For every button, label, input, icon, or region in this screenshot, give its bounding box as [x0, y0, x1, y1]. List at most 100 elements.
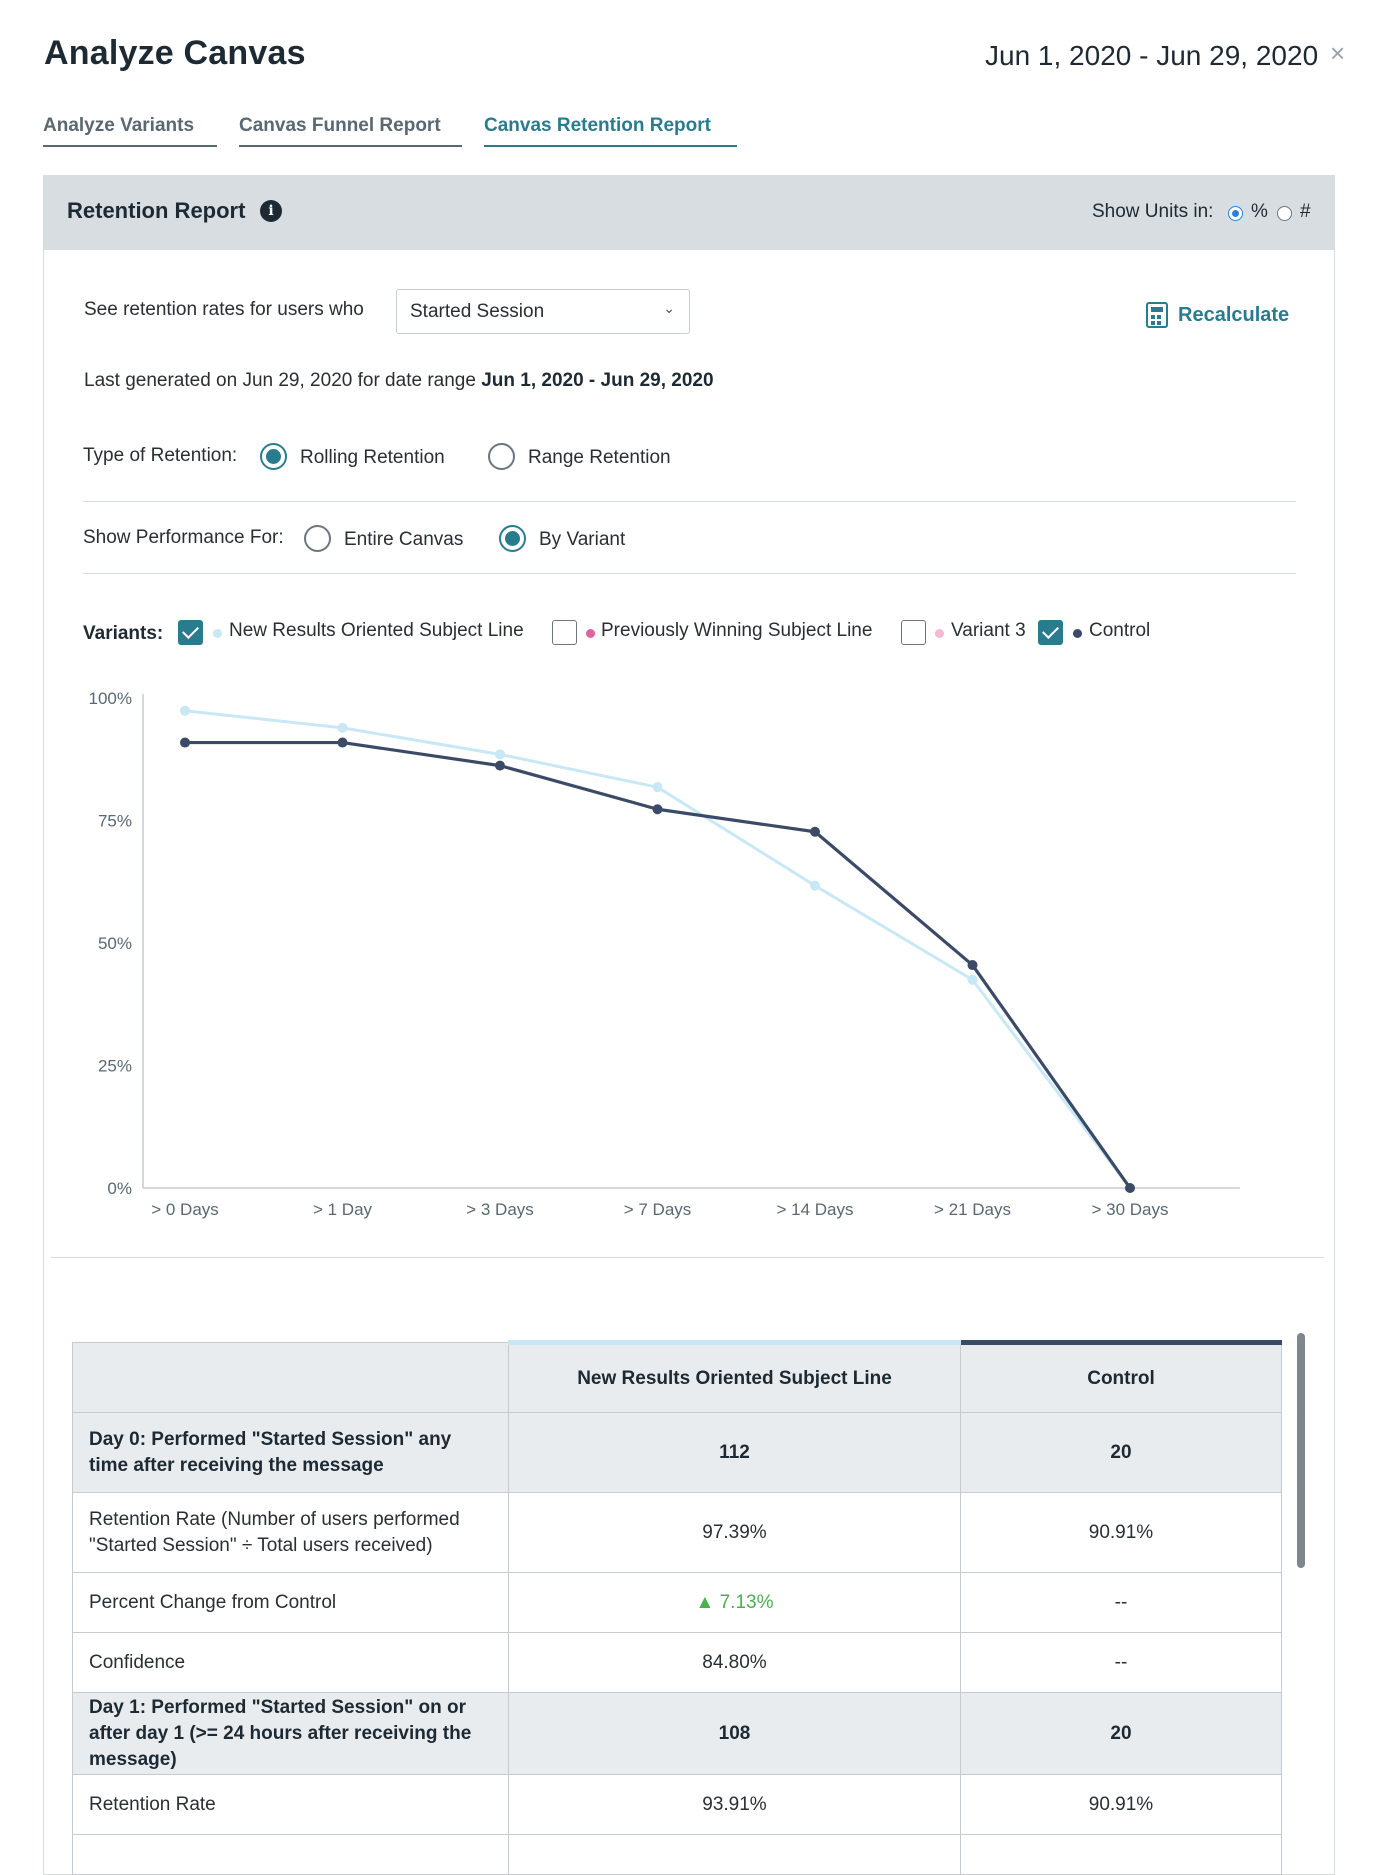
series-point-control: [652, 804, 663, 815]
by-variant-label[interactable]: By Variant: [539, 529, 626, 550]
x-tick-label: > 7 Days: [624, 1200, 692, 1219]
performance-label: Show Performance For:: [83, 527, 284, 548]
x-tick-label: > 1 Day: [313, 1200, 373, 1219]
last-generated-range: Jun 1, 2020 - Jun 29, 2020: [481, 370, 714, 391]
tab-canvas-funnel-report[interactable]: Canvas Funnel Report: [239, 115, 462, 147]
row-value: 108: [508, 1692, 961, 1775]
by-variant-radio[interactable]: [499, 525, 526, 552]
row-value: 90.91%: [960, 1492, 1282, 1573]
row-value: 97.39%: [508, 1492, 961, 1573]
variant-color-dot: [935, 629, 944, 638]
x-tick-label: > 14 Days: [776, 1200, 853, 1219]
variant-label-control[interactable]: Control: [1089, 620, 1151, 641]
series-point-control: [810, 826, 820, 837]
series-point-control: [967, 960, 978, 971]
row-label: Retention Rate: [72, 1774, 509, 1835]
card-header: Retention Report i Show Units in: % #: [44, 176, 1334, 250]
series-point-control: [495, 760, 505, 771]
series-point-new-results: [495, 749, 505, 760]
retention-type-label: Type of Retention:: [83, 445, 238, 466]
table-scrollbar[interactable]: [1297, 1333, 1305, 1568]
table-row: Percent Change from Control ▲ 7.13% --: [72, 1572, 1282, 1633]
variant-checkbox-previously-winning[interactable]: [552, 620, 577, 645]
row-label: Percent Change from Control: [72, 1572, 509, 1633]
row-label: Retention Rate (Number of users performe…: [72, 1492, 509, 1573]
rolling-retention-label[interactable]: Rolling Retention: [300, 447, 445, 468]
see-rates-label: See retention rates for users who: [84, 299, 364, 320]
row-value: 93.91%: [508, 1774, 961, 1835]
table-row: Day 0: Performed "Started Session" any t…: [72, 1412, 1282, 1493]
divider: [51, 1257, 1324, 1258]
info-icon[interactable]: i: [260, 200, 282, 222]
page-title: Analyze Canvas: [44, 34, 306, 72]
series-point-new-results: [337, 722, 348, 733]
event-select[interactable]: Started Session ⌄: [396, 289, 690, 334]
retention-line-chart: 100% 75% 50% 25% 0% > 0 Days > 1 Day > 3 Days > …: [89, 689, 1240, 1219]
rolling-retention-radio[interactable]: [260, 443, 287, 470]
units-percent-radio[interactable]: [1228, 206, 1243, 221]
x-tick-label: > 0 Days: [151, 1200, 219, 1219]
table-row: Day 1: Performed "Started Session" on or…: [72, 1692, 1282, 1775]
variant-checkbox-new-results[interactable]: [178, 620, 203, 645]
entire-canvas-label[interactable]: Entire Canvas: [344, 529, 464, 550]
row-label: Day 1: Performed "Started Session" on or…: [72, 1692, 509, 1775]
series-point-control: [337, 737, 348, 748]
last-generated-prefix: Last generated on Jun 29, 2020 for date …: [84, 370, 476, 391]
entire-canvas-radio[interactable]: [304, 525, 331, 552]
units-percent-label: %: [1251, 201, 1268, 222]
x-tick-label: > 3 Days: [466, 1200, 534, 1219]
variant-label-variant-3[interactable]: Variant 3: [951, 620, 1026, 641]
variants-label: Variants:: [83, 623, 164, 644]
table-row: Retention Rate 93.91% 90.91%: [72, 1774, 1282, 1835]
table-row: Retention Rate (Number of users performe…: [72, 1492, 1282, 1573]
row-value-positive: ▲ 7.13%: [508, 1572, 961, 1633]
variant-checkbox-control[interactable]: [1038, 620, 1063, 645]
series-point-control: [1125, 1183, 1135, 1193]
range-retention-radio[interactable]: [488, 443, 515, 470]
tab-analyze-variants[interactable]: Analyze Variants: [43, 115, 217, 147]
y-tick-label: 50%: [98, 934, 132, 953]
x-tick-label: > 30 Days: [1091, 1200, 1168, 1219]
series-point-control: [180, 737, 190, 748]
units-label: Show Units in:: [1092, 201, 1214, 222]
row-value: --: [960, 1632, 1282, 1693]
variant-checkbox-variant-3[interactable]: [901, 620, 926, 645]
chevron-down-icon: ⌄: [663, 300, 675, 316]
row-label: Day 0: Performed "Started Session" any t…: [72, 1412, 509, 1493]
series-point-new-results: [180, 705, 190, 716]
row-value: 84.80%: [508, 1632, 961, 1693]
table-row: Confidence 84.80% --: [72, 1632, 1282, 1693]
range-retention-label[interactable]: Range Retention: [528, 447, 671, 468]
divider: [83, 573, 1296, 574]
row-value: --: [960, 1572, 1282, 1633]
x-tick-label: > 21 Days: [934, 1200, 1011, 1219]
event-select-value: Started Session: [410, 301, 545, 322]
tab-canvas-retention-report[interactable]: Canvas Retention Report: [484, 115, 737, 147]
row-value: 90.91%: [960, 1774, 1282, 1835]
close-icon[interactable]: ×: [1330, 38, 1346, 68]
variant-color-dot: [213, 629, 222, 638]
date-range: Jun 1, 2020 - Jun 29, 2020: [985, 40, 1319, 71]
row-value: 20: [960, 1692, 1282, 1775]
y-tick-label: 25%: [98, 1057, 132, 1076]
series-point-new-results: [652, 782, 663, 793]
series-point-new-results: [967, 974, 978, 985]
card-title: Retention Report: [67, 198, 246, 223]
table-header-new-results: New Results Oriented Subject Line: [508, 1340, 961, 1413]
table-header-row: New Results Oriented Subject Line Contro…: [72, 1340, 1282, 1413]
row-value: 20: [960, 1412, 1282, 1493]
calculator-icon[interactable]: [1146, 302, 1168, 328]
last-generated-text: Last generated on Jun 29, 2020 for date …: [84, 370, 714, 392]
recalculate-button[interactable]: Recalculate: [1178, 304, 1290, 326]
variant-label-new-results[interactable]: New Results Oriented Subject Line: [229, 620, 524, 641]
y-tick-label: 75%: [98, 812, 132, 831]
variant-color-dot: [1073, 629, 1082, 638]
row-value: 112: [508, 1412, 961, 1493]
variant-label-previously-winning[interactable]: Previously Winning Subject Line: [601, 620, 873, 641]
divider: [83, 501, 1296, 502]
units-count-radio[interactable]: [1277, 206, 1292, 221]
retention-table: New Results Oriented Subject Line Contro…: [72, 1340, 1282, 1875]
units-count-label: #: [1300, 201, 1311, 222]
row-label: Confidence: [72, 1632, 509, 1693]
series-point-new-results: [810, 880, 820, 891]
